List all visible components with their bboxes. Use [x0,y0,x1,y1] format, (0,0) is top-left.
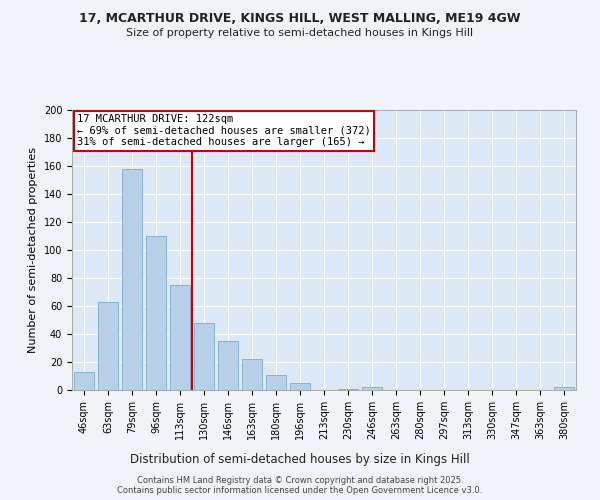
Bar [362,387,382,390]
Bar [122,169,142,390]
Bar [194,323,214,390]
Text: 17, MCARTHUR DRIVE, KINGS HILL, WEST MALLING, ME19 4GW: 17, MCARTHUR DRIVE, KINGS HILL, WEST MAL… [79,12,521,26]
Text: Distribution of semi-detached houses by size in Kings Hill: Distribution of semi-detached houses by … [130,452,470,466]
Text: 17 MCARTHUR DRIVE: 122sqm
← 69% of semi-detached houses are smaller (372)
31% of: 17 MCARTHUR DRIVE: 122sqm ← 69% of semi-… [77,114,371,148]
Text: Size of property relative to semi-detached houses in Kings Hill: Size of property relative to semi-detach… [127,28,473,38]
Y-axis label: Number of semi-detached properties: Number of semi-detached properties [28,147,38,353]
Text: Contains HM Land Registry data © Crown copyright and database right 2025.
Contai: Contains HM Land Registry data © Crown c… [118,476,482,495]
Bar [74,372,94,390]
Bar [338,388,358,390]
Bar [290,383,310,390]
Bar [218,341,238,390]
Bar [554,387,574,390]
Bar [98,302,118,390]
Bar [146,236,166,390]
Bar [242,359,262,390]
Bar [170,285,190,390]
Bar [266,374,286,390]
